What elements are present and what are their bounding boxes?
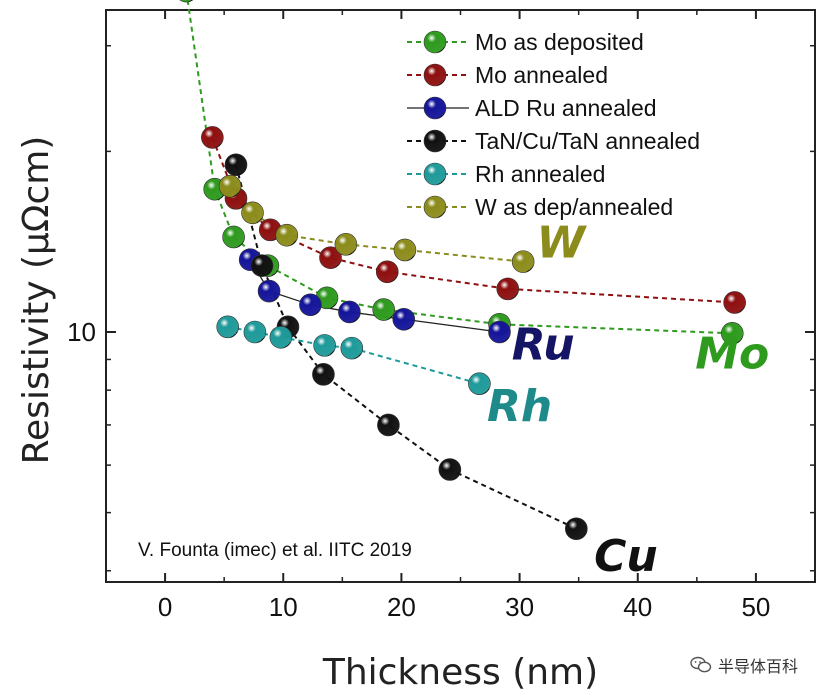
plot-frame xyxy=(105,9,816,583)
x-tick-label: 50 xyxy=(741,592,770,622)
data-point-series-4 xyxy=(340,336,364,360)
data-point-series-1 xyxy=(375,260,399,284)
data-point-series-2 xyxy=(488,320,511,344)
data-points xyxy=(179,0,746,541)
data-point-series-5 xyxy=(511,250,535,273)
data-point-series-3 xyxy=(312,363,335,386)
data-point-series-4 xyxy=(313,334,336,357)
x-tick-label: 20 xyxy=(387,592,416,622)
series-annotation: W xyxy=(537,218,588,269)
data-point-series-5 xyxy=(275,223,299,247)
axes: 0 10 20 30 40 50 10 xyxy=(67,9,816,622)
legend-marker xyxy=(423,63,447,87)
data-point-series-5 xyxy=(393,238,417,262)
data-point-series-2 xyxy=(338,300,361,324)
series-line-4 xyxy=(227,325,480,385)
y-axis-title: Resistivity (μΩcm) xyxy=(16,136,57,465)
legend-marker xyxy=(423,129,447,153)
wechat-icon xyxy=(690,656,712,673)
x-tick-label: 40 xyxy=(623,592,652,622)
data-point-series-3 xyxy=(224,153,248,177)
watermark: 半导体百科 xyxy=(690,650,798,680)
data-point-series-0 xyxy=(179,0,194,3)
y-tick-label: 10 xyxy=(67,317,96,347)
data-point-series-1 xyxy=(319,246,342,269)
data-point-series-5 xyxy=(218,174,242,198)
data-point-series-0 xyxy=(372,298,395,321)
annotations: W Ru Mo Rh Cu xyxy=(487,218,769,582)
data-point-series-2 xyxy=(299,293,322,317)
data-point-series-2 xyxy=(392,307,416,331)
series-annotation: Cu xyxy=(594,531,658,582)
data-point-series-5 xyxy=(334,233,358,256)
data-point-series-4 xyxy=(468,372,491,396)
legend-label: ALD Ru annealed xyxy=(475,95,657,121)
legend: Mo as deposited Mo annealed ALD Ru anneale… xyxy=(407,29,700,220)
series-annotation: Rh xyxy=(487,381,552,432)
series-annotation: Mo xyxy=(695,328,769,379)
data-point-series-4 xyxy=(269,325,293,349)
data-point-series-3 xyxy=(438,458,462,481)
x-tick-label: 30 xyxy=(505,592,534,622)
data-point-series-4 xyxy=(243,320,267,344)
legend-marker xyxy=(423,162,447,186)
watermark-text: 半导体百科 xyxy=(718,657,799,676)
data-point-series-3 xyxy=(565,517,588,541)
data-point-series-4 xyxy=(216,315,240,339)
data-point-series-3 xyxy=(377,413,400,437)
data-point-series-5 xyxy=(241,201,264,225)
citation-text: V. Founta (imec) et al. IITC 2019 xyxy=(138,540,412,561)
data-point-series-1 xyxy=(723,291,746,314)
data-point-series-3 xyxy=(250,254,274,277)
series-annotation: Ru xyxy=(512,319,575,370)
data-point-series-2 xyxy=(257,279,281,303)
x-tick-label: 10 xyxy=(269,592,298,622)
data-point-series-1 xyxy=(496,277,520,301)
data-point-series-0 xyxy=(222,225,245,249)
legend-label: Mo as deposited xyxy=(475,29,644,55)
legend-label: Mo annealed xyxy=(475,62,608,88)
legend-marker xyxy=(423,96,447,120)
x-tick-label: 0 xyxy=(158,592,172,622)
legend-label: Rh annealed xyxy=(475,161,605,187)
legend-marker xyxy=(423,195,447,219)
legend-marker xyxy=(423,30,447,54)
legend-label: W as dep/annealed xyxy=(475,194,673,220)
legend-label: TaN/Cu/TaN annealed xyxy=(475,128,700,154)
data-point-series-0 xyxy=(720,322,744,345)
x-axis-title: Thickness (nm) xyxy=(322,652,598,693)
data-point-series-1 xyxy=(201,126,224,149)
